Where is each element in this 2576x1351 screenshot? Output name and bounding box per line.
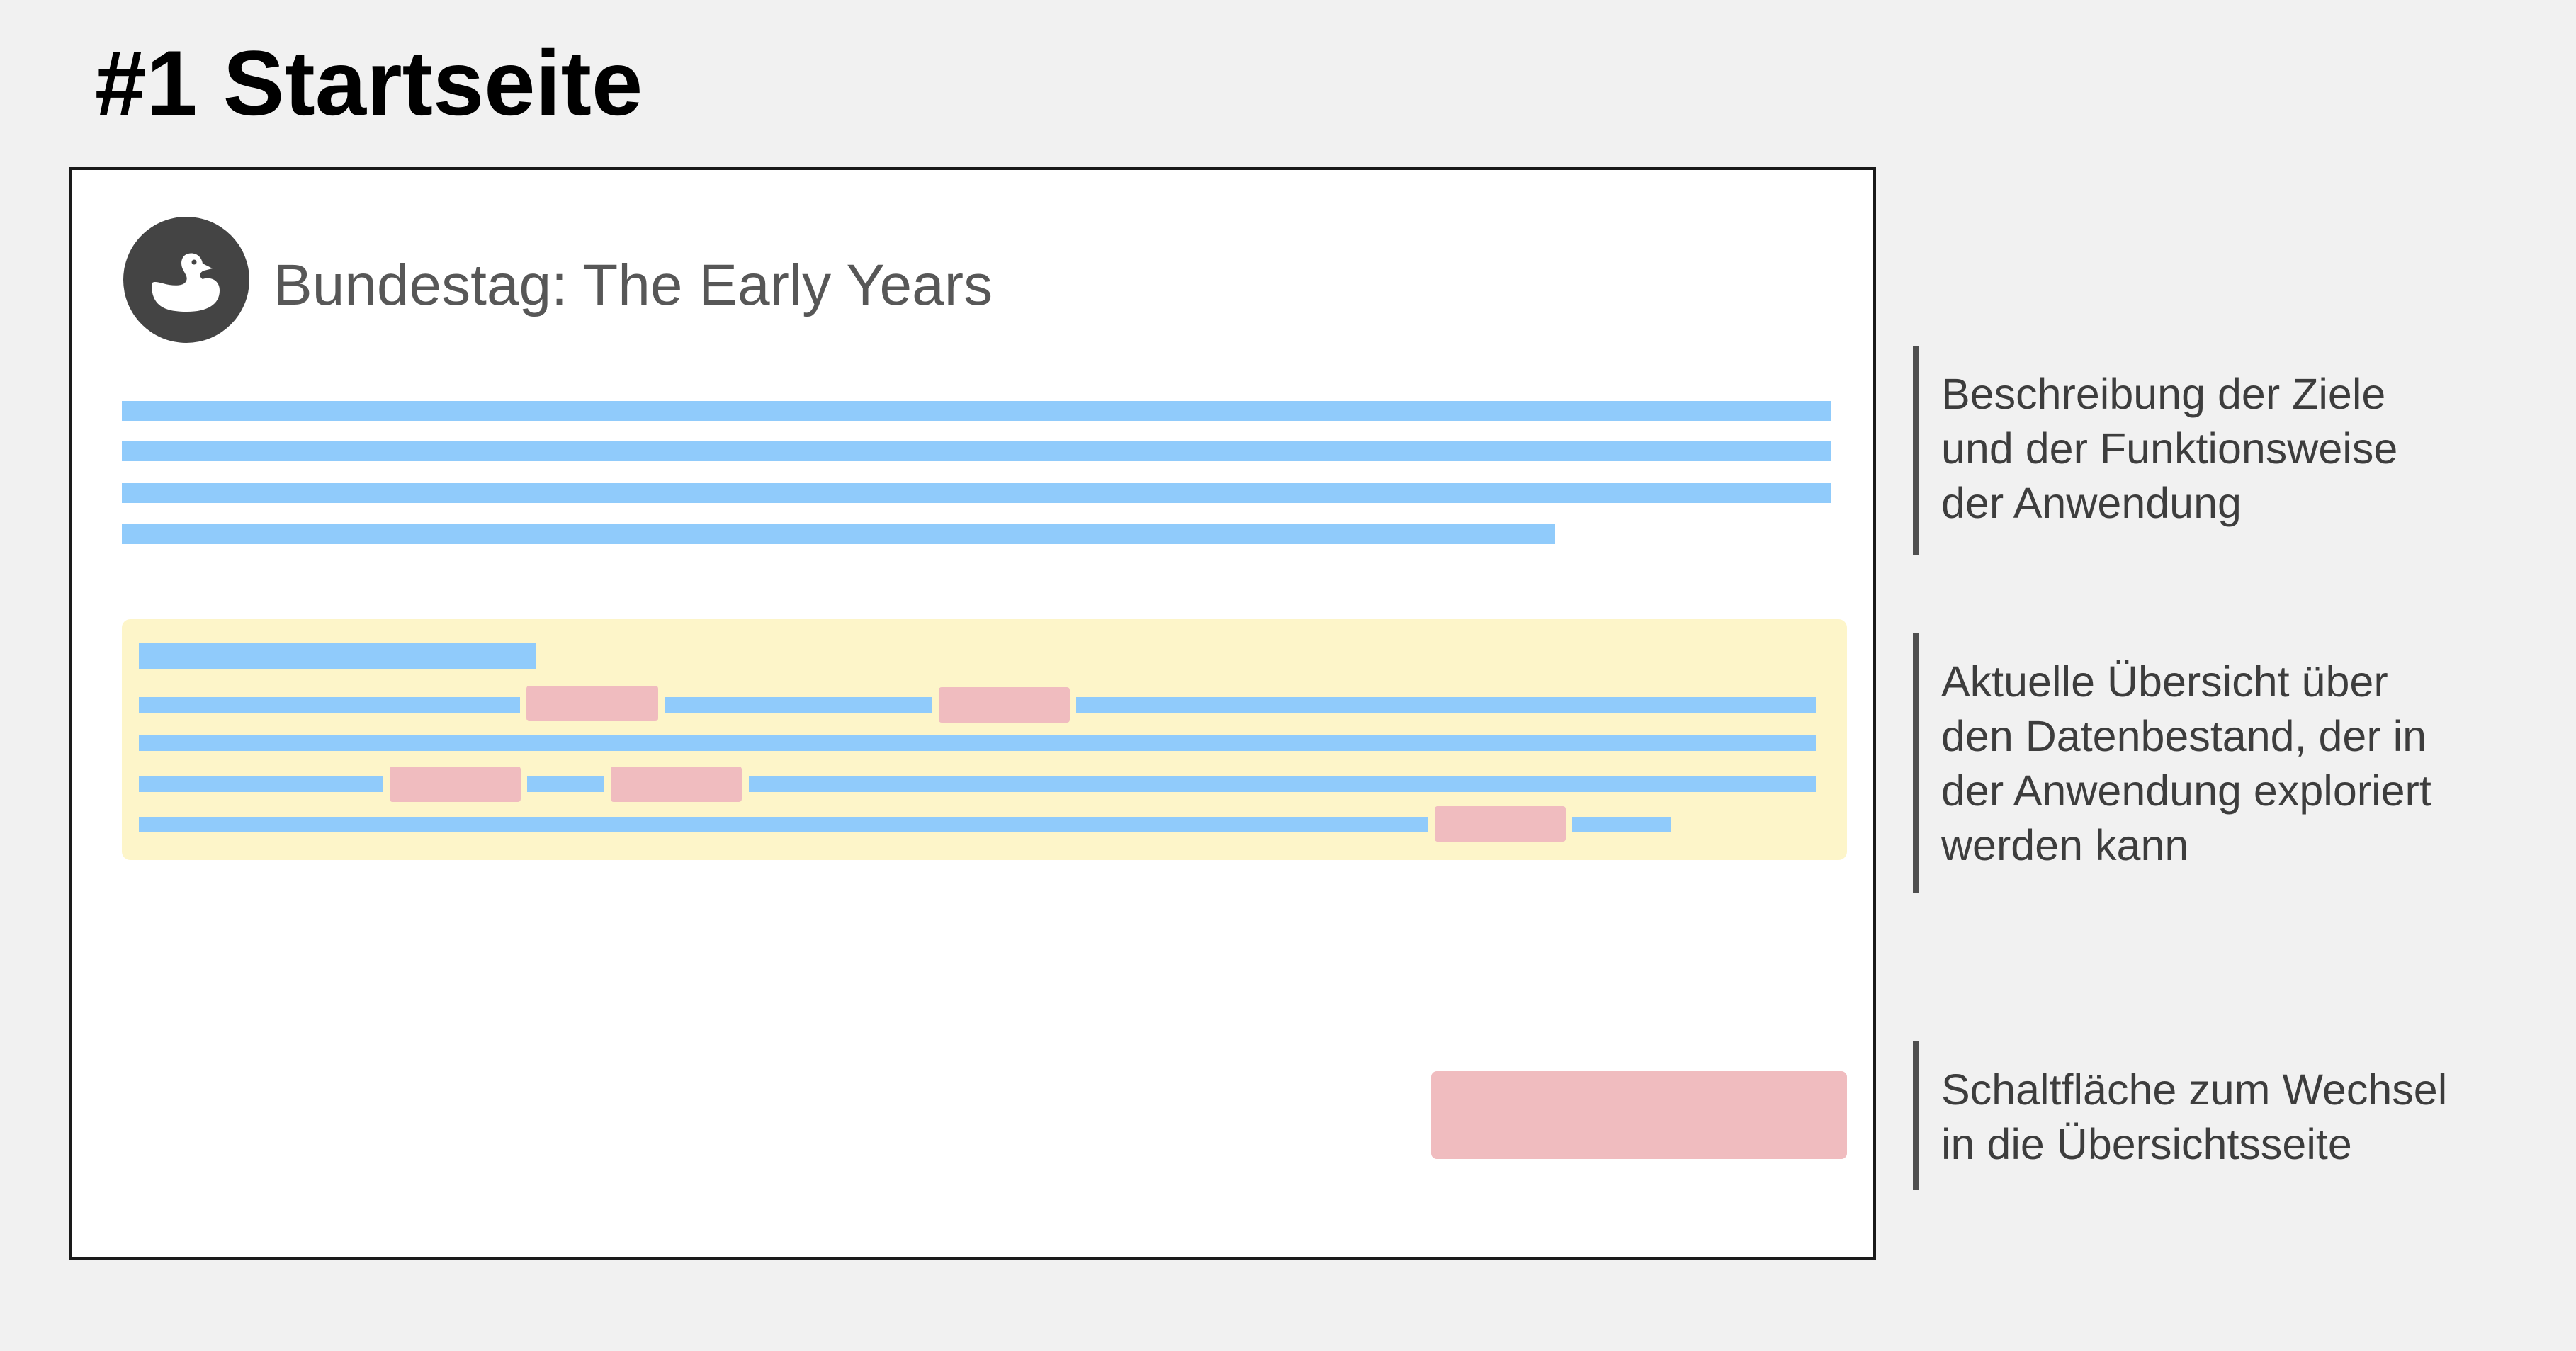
annotation-line: der Anwendung (1941, 479, 2242, 527)
overview-text-line (139, 776, 383, 792)
overview-link-chip[interactable] (939, 687, 1070, 723)
annotation-line: Aktuelle Übersicht über (1941, 657, 2388, 706)
overview-text-line (1076, 697, 1816, 713)
description-text-line (122, 483, 1831, 503)
overview-link-chip[interactable] (611, 767, 742, 802)
overview-text-line (527, 776, 604, 792)
app-logo (123, 217, 249, 343)
overview-text-line (749, 776, 1816, 792)
duck-icon (152, 253, 220, 312)
overview-text-line (665, 697, 932, 713)
overview-link-chip[interactable] (390, 767, 521, 802)
description-text-line (122, 401, 1831, 421)
overview-text-line (139, 697, 520, 713)
page-title: #1 Startseite (95, 31, 643, 135)
description-text-line (122, 441, 1831, 461)
overview-text-line (139, 735, 1816, 751)
annotation-description: Beschreibung der Ziele und der Funktions… (1941, 367, 2397, 531)
annotation-line: der Anwendung exploriert (1941, 767, 2431, 815)
annotation-line: werden kann (1941, 821, 2189, 869)
annotation-button: Schaltfläche zum Wechsel in die Übersich… (1941, 1063, 2447, 1172)
overview-link-chip[interactable] (526, 686, 658, 721)
annotation-bracket (1913, 1041, 1919, 1190)
annotation-line: Schaltfläche zum Wechsel (1941, 1065, 2448, 1114)
annotation-data-overview: Aktuelle Übersicht über den Datenbestand… (1941, 655, 2431, 873)
annotation-bracket (1913, 346, 1919, 555)
overview-text-line (1572, 817, 1671, 832)
annotation-line: den Datenbestand, der in (1941, 712, 2427, 760)
description-text-line (122, 524, 1555, 544)
overview-text-line (139, 817, 1428, 832)
annotation-line: in die Übersichtsseite (1941, 1120, 2352, 1168)
annotation-bracket (1913, 633, 1919, 893)
app-title: Bundestag: The Early Years (273, 253, 993, 317)
go-to-overview-button[interactable] (1431, 1071, 1847, 1159)
overview-link-chip[interactable] (1435, 806, 1566, 842)
annotation-line: Beschreibung der Ziele (1941, 370, 2386, 418)
annotation-line: und der Funktionsweise (1941, 424, 2398, 473)
overview-heading-line (139, 643, 536, 669)
